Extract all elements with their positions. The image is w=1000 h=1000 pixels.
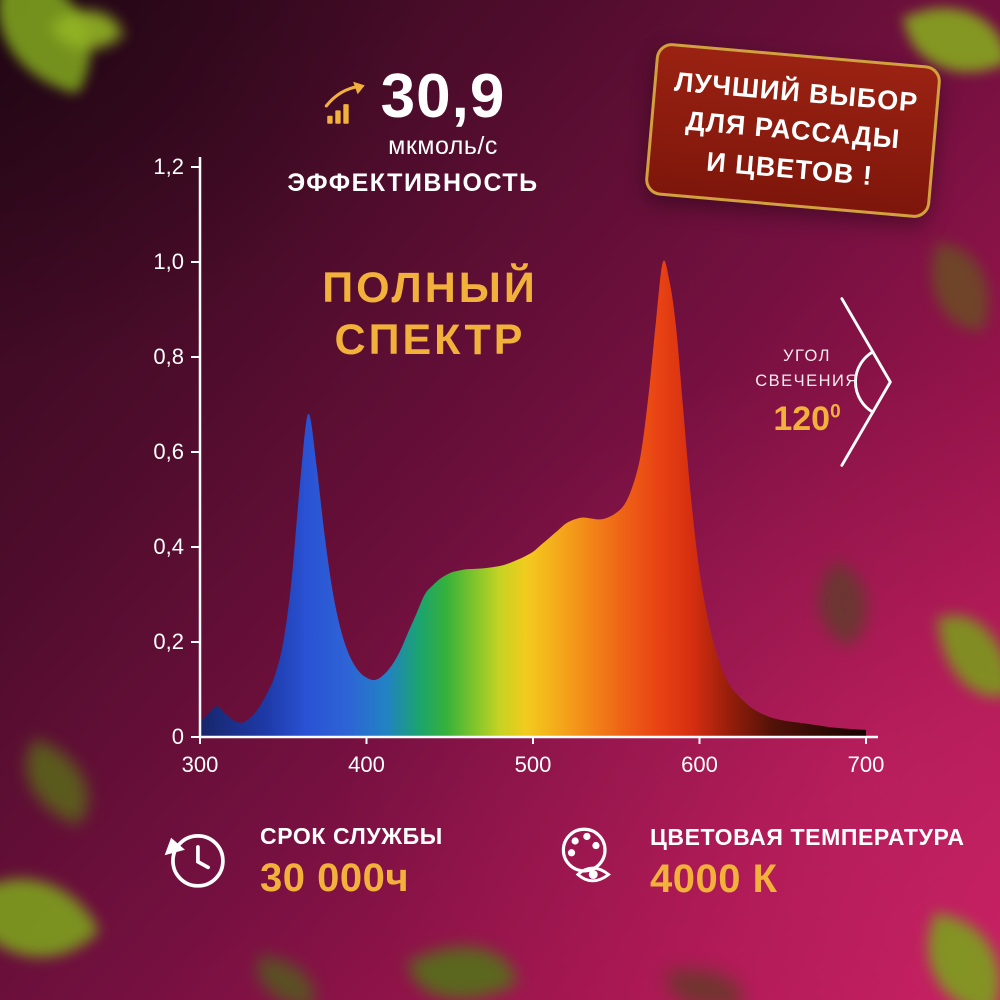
svg-text:1,2: 1,2 xyxy=(153,154,184,179)
chart-title: ПОЛНЫЙ СПЕКТР xyxy=(292,262,568,367)
svg-text:0,8: 0,8 xyxy=(153,344,184,369)
svg-text:500: 500 xyxy=(515,752,552,777)
palette-eye-icon xyxy=(548,822,624,903)
beam-angle-block: УГОЛ СВЕЧЕНИЯ 1200 xyxy=(750,344,864,439)
svg-text:300: 300 xyxy=(182,752,219,777)
leaf-decoration xyxy=(406,926,519,1000)
clock-arrow-icon xyxy=(160,822,234,901)
beam-angle-value: 1200 xyxy=(773,399,841,438)
lifespan-value: 30 000ч xyxy=(260,855,410,900)
leaf-decoration xyxy=(666,964,744,1000)
leaf-decoration xyxy=(8,737,106,827)
leaf-decoration xyxy=(912,912,1000,1000)
chart-title-line: ПОЛНЫЙ xyxy=(322,264,538,312)
beam-angle-icon xyxy=(838,292,900,477)
spectrum-chart: 0 0,2 0,4 0,6 0,8 1,0 1,2 300 400 500 600 700 xyxy=(140,140,900,790)
svg-text:1,0: 1,0 xyxy=(153,249,184,274)
svg-text:0: 0 xyxy=(172,724,184,749)
color-temperature-block: ЦВЕТОВАЯ ТЕМПЕРАТУРА 4000 К xyxy=(548,822,965,903)
color-temperature-value: 4000 К xyxy=(650,856,778,901)
efficiency-value: 30,9 xyxy=(380,62,506,131)
leaf-decoration xyxy=(251,954,321,1000)
svg-text:400: 400 xyxy=(348,752,385,777)
leaf-decoration xyxy=(0,847,102,989)
spectrum-chart-svg: 0 0,2 0,4 0,6 0,8 1,0 1,2 300 400 500 600 700 xyxy=(153,154,885,777)
leaf-decoration xyxy=(936,607,1000,705)
leaf-decoration xyxy=(920,242,1000,332)
svg-text:0,4: 0,4 xyxy=(153,534,184,559)
svg-text:600: 600 xyxy=(681,752,718,777)
efficiency-label: ЭФФЕКТИВНОСТЬ xyxy=(287,169,539,197)
efficiency-block: 30,9 мкмоль/с ЭФФЕКТИВНОСТЬ xyxy=(268,66,558,198)
chart-title-line: СПЕКТР xyxy=(334,316,526,365)
beam-angle-label: УГОЛ СВЕЧЕНИЯ xyxy=(755,347,859,390)
lifespan-label: СРОК СЛУЖБЫ xyxy=(260,822,443,849)
lifespan-block: СРОК СЛУЖБЫ 30 000ч xyxy=(160,822,443,901)
efficiency-unit: мкмоль/с xyxy=(388,132,498,160)
best-choice-badge: ЛУЧШИЙ ВЫБОР ДЛЯ РАССАДЫ И ЦВЕТОВ ! xyxy=(643,41,943,220)
color-temperature-label: ЦВЕТОВАЯ ТЕМПЕРАТУРА xyxy=(650,823,965,850)
svg-text:0,2: 0,2 xyxy=(153,629,184,654)
svg-text:0,6: 0,6 xyxy=(153,439,184,464)
growth-arrow-icon xyxy=(321,80,371,135)
svg-text:700: 700 xyxy=(848,752,885,777)
